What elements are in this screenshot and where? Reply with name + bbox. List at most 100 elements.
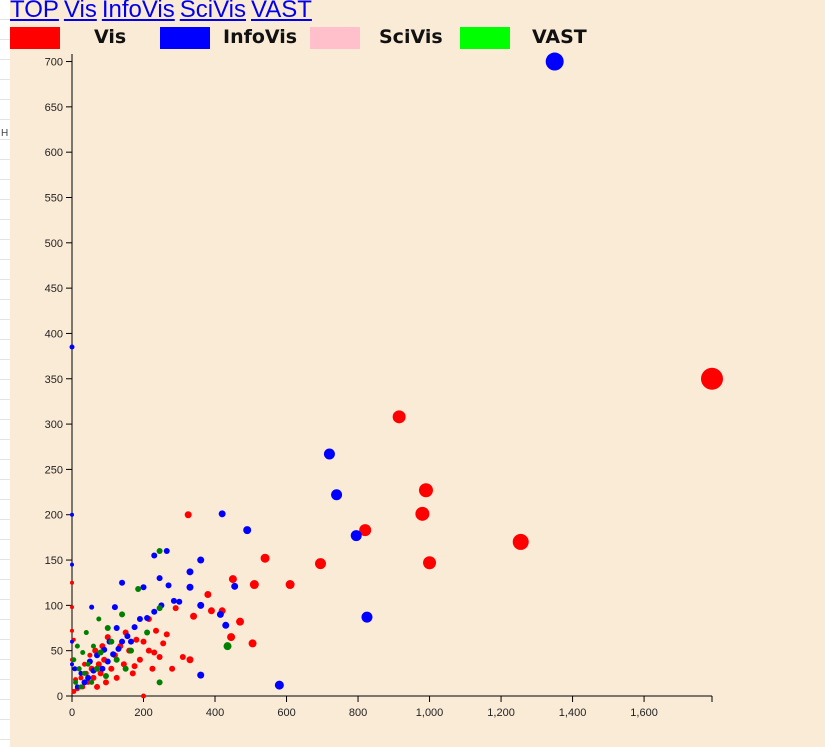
point-vis bbox=[102, 679, 109, 686]
series-vast bbox=[71, 547, 232, 690]
point-vis bbox=[104, 634, 111, 641]
x-tick-label: 1,000 bbox=[416, 707, 444, 719]
x-tick-label: 0 bbox=[69, 707, 75, 719]
point-vast bbox=[223, 642, 232, 651]
point-infovis bbox=[110, 651, 117, 658]
point-vis bbox=[113, 674, 120, 681]
point-vast bbox=[80, 649, 86, 655]
point-infovis bbox=[323, 448, 335, 460]
point-vast bbox=[94, 665, 101, 672]
y-tick-label: 350 bbox=[45, 374, 63, 386]
point-vis bbox=[423, 556, 437, 570]
point-infovis bbox=[81, 679, 88, 686]
x-tick-label: 1,400 bbox=[559, 707, 587, 719]
point-vast bbox=[73, 679, 79, 685]
point-infovis bbox=[70, 562, 74, 567]
legend-swatch-infovis[interactable] bbox=[160, 27, 210, 49]
legend-swatch-scivis[interactable] bbox=[310, 27, 360, 49]
point-infovis bbox=[222, 621, 230, 629]
point-infovis bbox=[231, 582, 239, 590]
point-vis bbox=[285, 580, 295, 590]
point-vis bbox=[149, 665, 156, 672]
y-tick-label: 700 bbox=[45, 57, 63, 69]
point-vis bbox=[140, 638, 147, 645]
legend-swatch-vast[interactable] bbox=[460, 27, 510, 49]
point-infovis bbox=[85, 674, 92, 681]
point-vis bbox=[120, 661, 127, 668]
point-vis bbox=[136, 656, 143, 663]
point-vast bbox=[119, 611, 126, 618]
nav-link-scivis[interactable]: SciVis bbox=[179, 0, 246, 23]
point-infovis bbox=[131, 624, 138, 631]
point-infovis bbox=[104, 658, 111, 665]
point-infovis bbox=[186, 583, 194, 591]
point-vis bbox=[190, 612, 198, 620]
point-vis bbox=[82, 661, 88, 667]
legend-label-infovis: InfoVis bbox=[223, 26, 298, 48]
point-infovis bbox=[78, 670, 84, 676]
point-infovis bbox=[274, 680, 284, 690]
point-vis bbox=[249, 580, 259, 590]
legend-label-vis: Vis bbox=[94, 26, 127, 48]
point-vis bbox=[78, 675, 84, 681]
point-vis bbox=[359, 524, 372, 537]
point-vast bbox=[156, 547, 163, 554]
y-tick-label: 600 bbox=[45, 147, 63, 159]
point-infovis bbox=[197, 601, 205, 609]
nav-link-top[interactable]: TOP bbox=[10, 0, 59, 23]
point-infovis bbox=[144, 615, 151, 622]
point-infovis bbox=[545, 52, 564, 71]
legend-swatch-vis[interactable] bbox=[10, 27, 60, 49]
point-vis bbox=[228, 575, 237, 584]
point-infovis bbox=[70, 512, 74, 517]
point-vis bbox=[169, 665, 176, 672]
edge-label: H bbox=[1, 128, 9, 139]
nav-link-vast[interactable]: VAST bbox=[251, 0, 312, 23]
chart-canvas: TOP Vis InfoVis SciVis VAST Vis InfoVis SciV… bbox=[10, 0, 825, 747]
legend-label-vast: VAST bbox=[532, 26, 587, 48]
y-tick-label: 500 bbox=[45, 238, 63, 250]
point-vis bbox=[156, 654, 163, 661]
point-vast bbox=[127, 647, 134, 654]
point-infovis bbox=[186, 568, 194, 576]
nav-link-vis[interactable]: Vis bbox=[63, 0, 97, 23]
point-vast bbox=[78, 684, 84, 690]
point-infovis bbox=[176, 598, 183, 605]
point-vis bbox=[248, 639, 257, 648]
point-vis bbox=[701, 367, 723, 390]
point-vis bbox=[129, 670, 136, 677]
point-infovis bbox=[99, 665, 106, 672]
nav-link-infovis[interactable]: InfoVis bbox=[101, 0, 175, 23]
point-vis bbox=[133, 636, 140, 643]
point-vis bbox=[151, 649, 158, 656]
y-tick-label: 400 bbox=[45, 328, 63, 340]
point-infovis bbox=[170, 597, 177, 604]
point-vast bbox=[104, 625, 111, 632]
point-infovis bbox=[151, 552, 158, 559]
point-vast bbox=[89, 679, 95, 685]
point-vast bbox=[82, 670, 88, 676]
y-tick-label: 0 bbox=[57, 691, 63, 703]
point-infovis bbox=[218, 510, 226, 518]
y-tick-label: 250 bbox=[45, 464, 63, 476]
point-infovis bbox=[69, 344, 75, 350]
y-tick-label: 100 bbox=[45, 600, 63, 612]
point-vis bbox=[94, 683, 101, 690]
point-infovis bbox=[197, 671, 205, 679]
point-infovis bbox=[243, 526, 252, 535]
point-vis bbox=[418, 483, 433, 498]
point-vis bbox=[145, 647, 152, 654]
y-tick-label: 550 bbox=[45, 192, 63, 204]
point-infovis bbox=[165, 582, 172, 589]
y-tick-label: 300 bbox=[45, 419, 63, 431]
x-tick-label: 200 bbox=[134, 707, 152, 719]
point-vis bbox=[179, 654, 186, 661]
point-vis bbox=[314, 558, 326, 570]
point-vis bbox=[172, 605, 179, 612]
point-vis bbox=[163, 631, 170, 638]
point-vis bbox=[160, 640, 167, 647]
point-vis bbox=[392, 410, 406, 424]
point-vast bbox=[108, 638, 115, 645]
point-vast bbox=[97, 649, 104, 656]
point-vis bbox=[512, 533, 529, 550]
